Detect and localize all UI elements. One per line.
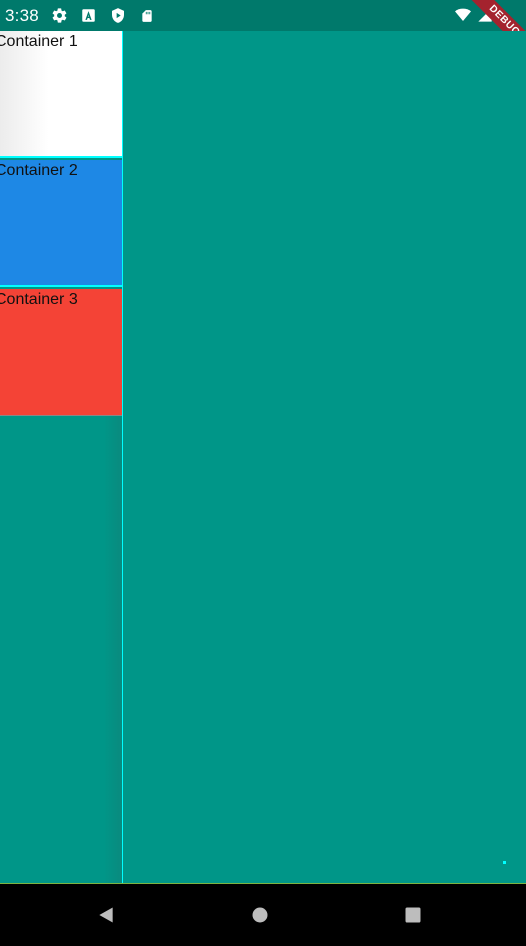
container-1: Container 1 (0, 31, 122, 158)
navigation-bar (0, 883, 526, 946)
container-3: Container 3 (0, 289, 122, 416)
cell-signal-icon (476, 6, 494, 24)
recents-icon[interactable] (402, 904, 424, 926)
status-time: 3:38 (5, 5, 39, 25)
back-icon[interactable] (95, 904, 117, 926)
main-content: Container 1 Container 2 Container 3 (0, 31, 526, 883)
settings-icon (51, 7, 69, 25)
sd-card-icon (138, 7, 156, 25)
container-2: Container 2 (0, 160, 122, 287)
home-icon[interactable] (249, 904, 271, 926)
keyboard-a-icon (80, 7, 98, 25)
left-column: Container 1 Container 2 Container 3 (0, 31, 123, 883)
shield-play-icon (109, 7, 127, 25)
container-3-label: Container 3 (0, 291, 78, 308)
container-2-label: Container 2 (0, 162, 78, 179)
status-bar: 3:38 (0, 0, 526, 31)
container-1-label: Container 1 (0, 33, 78, 50)
corner-marker (503, 861, 506, 864)
wifi-icon (454, 6, 472, 24)
status-right-group (454, 6, 498, 24)
